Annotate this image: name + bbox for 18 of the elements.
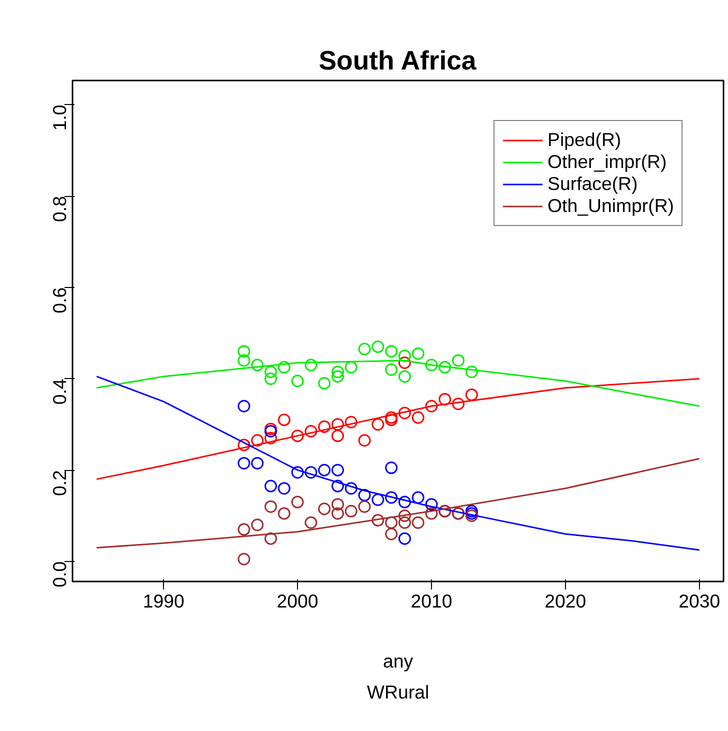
legend-label: Oth_Unimpr(R) — [548, 195, 674, 217]
text: WRural — [366, 682, 430, 702]
y-tick-label: 0.0 — [49, 561, 70, 588]
y-tick-label: 0.8 — [49, 196, 70, 222]
legend-label: Piped(R) — [548, 129, 622, 151]
y-tick-label: 0.2 — [49, 470, 70, 496]
legend-label: Other_impr(R) — [548, 151, 667, 173]
y-tick-label: 0.6 — [49, 287, 70, 314]
x-tick-label: 2010 — [410, 590, 452, 612]
y-tick-label: 0.4 — [49, 378, 70, 405]
x-tick-label: 2020 — [544, 590, 586, 612]
x-tick-label: 1990 — [142, 590, 184, 612]
x-axis-title: any — [382, 650, 414, 672]
chart-title: South Africa — [318, 46, 476, 76]
x-tick-label: 2030 — [678, 590, 720, 612]
x-tick-label: 2000 — [276, 590, 318, 612]
y-tick-label: 1.0 — [49, 104, 70, 131]
legend-label: Surface(R) — [548, 173, 638, 195]
